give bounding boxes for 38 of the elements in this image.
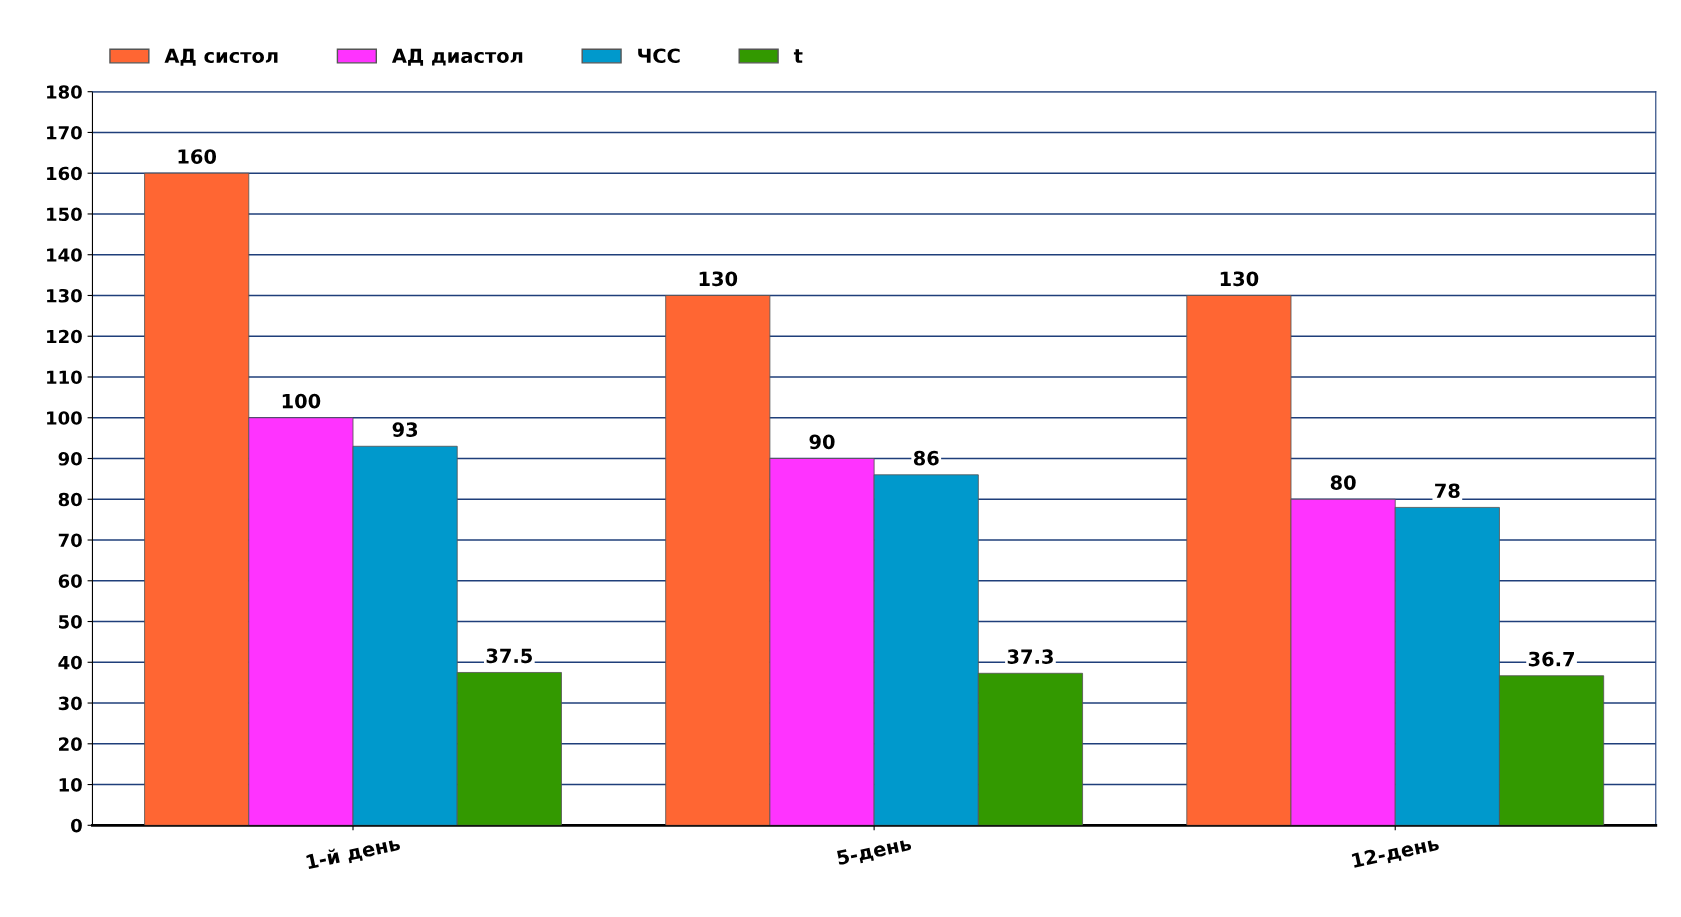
y-tick-label: 0 [71,818,82,833]
data-label: 93 [392,422,418,437]
y-tick-label: 150 [47,207,82,222]
data-label: 90 [809,434,835,450]
y-tick-label: 180 [47,85,82,99]
y-tick-label: 90 [58,451,82,466]
y-tick-label: 140 [47,248,82,262]
legend-label: АД диастол [391,48,523,66]
data-label: 37.5 [486,648,532,664]
legend-label: ЧСС [638,48,680,64]
y-tick-label: 40 [58,655,82,670]
y-tick-label: 80 [58,492,82,507]
y-tick-label: 30 [58,696,82,711]
data-label: 160 [178,149,217,164]
y-tick-label: 110 [47,370,82,385]
data-label: 78 [1435,483,1460,499]
x-tick-label: 1-й день [305,835,402,872]
y-tick-label: 20 [59,737,82,751]
data-label: 86 [913,450,939,466]
y-tick-label: 10 [59,778,82,792]
data-label: 36.7 [1528,651,1574,667]
data-label: 130 [1220,271,1259,287]
y-tick-label: 120 [47,329,82,344]
x-tick-label: 12-день [1351,835,1440,871]
y-tick-label: 60 [58,574,82,588]
y-tick-label: 160 [47,166,82,181]
legend-label: АД систол [164,48,278,66]
data-label: 37.3 [1007,649,1053,664]
y-tick-label: 50 [59,614,82,629]
data-label: 100 [282,393,321,409]
x-tick-label: 5-день [836,835,913,868]
y-tick-label: 130 [47,288,82,303]
y-tick-label: 170 [47,125,82,140]
data-label: 130 [699,271,738,287]
y-tick-label: 100 [47,411,82,425]
y-tick-label: 70 [58,533,82,548]
legend-label: t [793,49,803,63]
data-label: 80 [1330,475,1356,490]
